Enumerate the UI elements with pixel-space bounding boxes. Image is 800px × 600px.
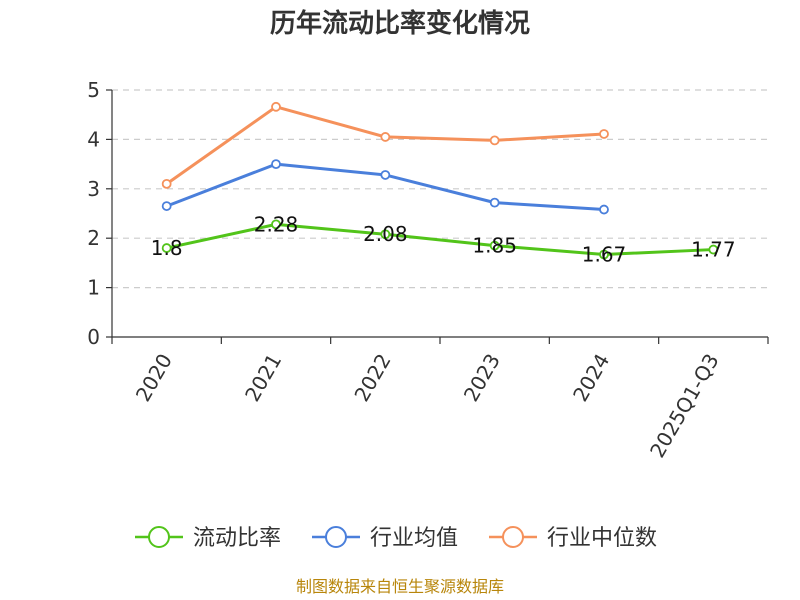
axes: 0 1 2 3 4 5 2020 2021 2022 2023 2024 2025Q1-Q3 <box>87 78 769 462</box>
legend-marker-icon <box>502 526 524 548</box>
data-point <box>599 129 609 139</box>
data-labels: 1.8 2.28 2.08 1.85 1.67 1.77 <box>151 212 736 266</box>
data-point <box>271 159 281 170</box>
data-point <box>489 240 500 251</box>
series-lines <box>161 101 719 260</box>
x-tick-label: 2023 <box>459 349 505 405</box>
chart-title: 历年流动比率变化情况 <box>270 8 530 39</box>
y-tick-label: 0 <box>87 325 100 349</box>
data-label: 1.67 <box>582 243 627 267</box>
y-tick-label: 3 <box>87 177 100 201</box>
data-point <box>489 135 500 146</box>
data-point <box>380 170 391 180</box>
source-note: 制图数据来自恒生聚源数据库 <box>296 577 504 596</box>
data-label: 1.8 <box>151 236 183 260</box>
x-tick-label: 2020 <box>131 350 177 406</box>
x-tick-label: 2021 <box>240 350 286 406</box>
data-point <box>489 197 500 208</box>
data-label: 2.08 <box>363 222 408 246</box>
data-point <box>380 132 391 142</box>
data-label: 1.77 <box>691 238 736 262</box>
legend: 流动比率 行业均值 行业中位数 <box>135 526 657 551</box>
x-tick-label: 2024 <box>568 350 614 406</box>
data-point <box>161 243 172 253</box>
y-tick-label: 2 <box>87 226 100 250</box>
legend-item[interactable]: 流动比率 <box>135 526 281 551</box>
series-line <box>166 222 714 257</box>
legend-item[interactable]: 行业中位数 <box>489 526 657 551</box>
data-point <box>161 201 172 211</box>
data-point <box>380 229 391 240</box>
legend-label: 行业中位数 <box>547 526 657 551</box>
data-label: 2.28 <box>254 212 299 236</box>
legend-marker-icon <box>148 526 170 548</box>
legend-item[interactable]: 行业均值 <box>312 526 458 551</box>
data-point <box>708 244 719 255</box>
x-tick-label: 2025Q1-Q3 <box>645 350 724 462</box>
legend-marker-icon <box>325 526 347 548</box>
data-point <box>599 249 609 260</box>
y-tick-label: 5 <box>87 78 100 102</box>
y-tick-label: 4 <box>87 127 100 151</box>
data-point <box>161 178 172 189</box>
y-tick-label: 1 <box>87 276 100 300</box>
legend-label: 行业均值 <box>370 526 458 551</box>
data-point <box>599 204 609 215</box>
legend-label: 流动比率 <box>193 526 281 551</box>
data-label: 1.85 <box>472 234 517 258</box>
data-point <box>271 101 281 112</box>
x-tick-label: 2022 <box>349 350 395 406</box>
data-point <box>271 219 281 230</box>
